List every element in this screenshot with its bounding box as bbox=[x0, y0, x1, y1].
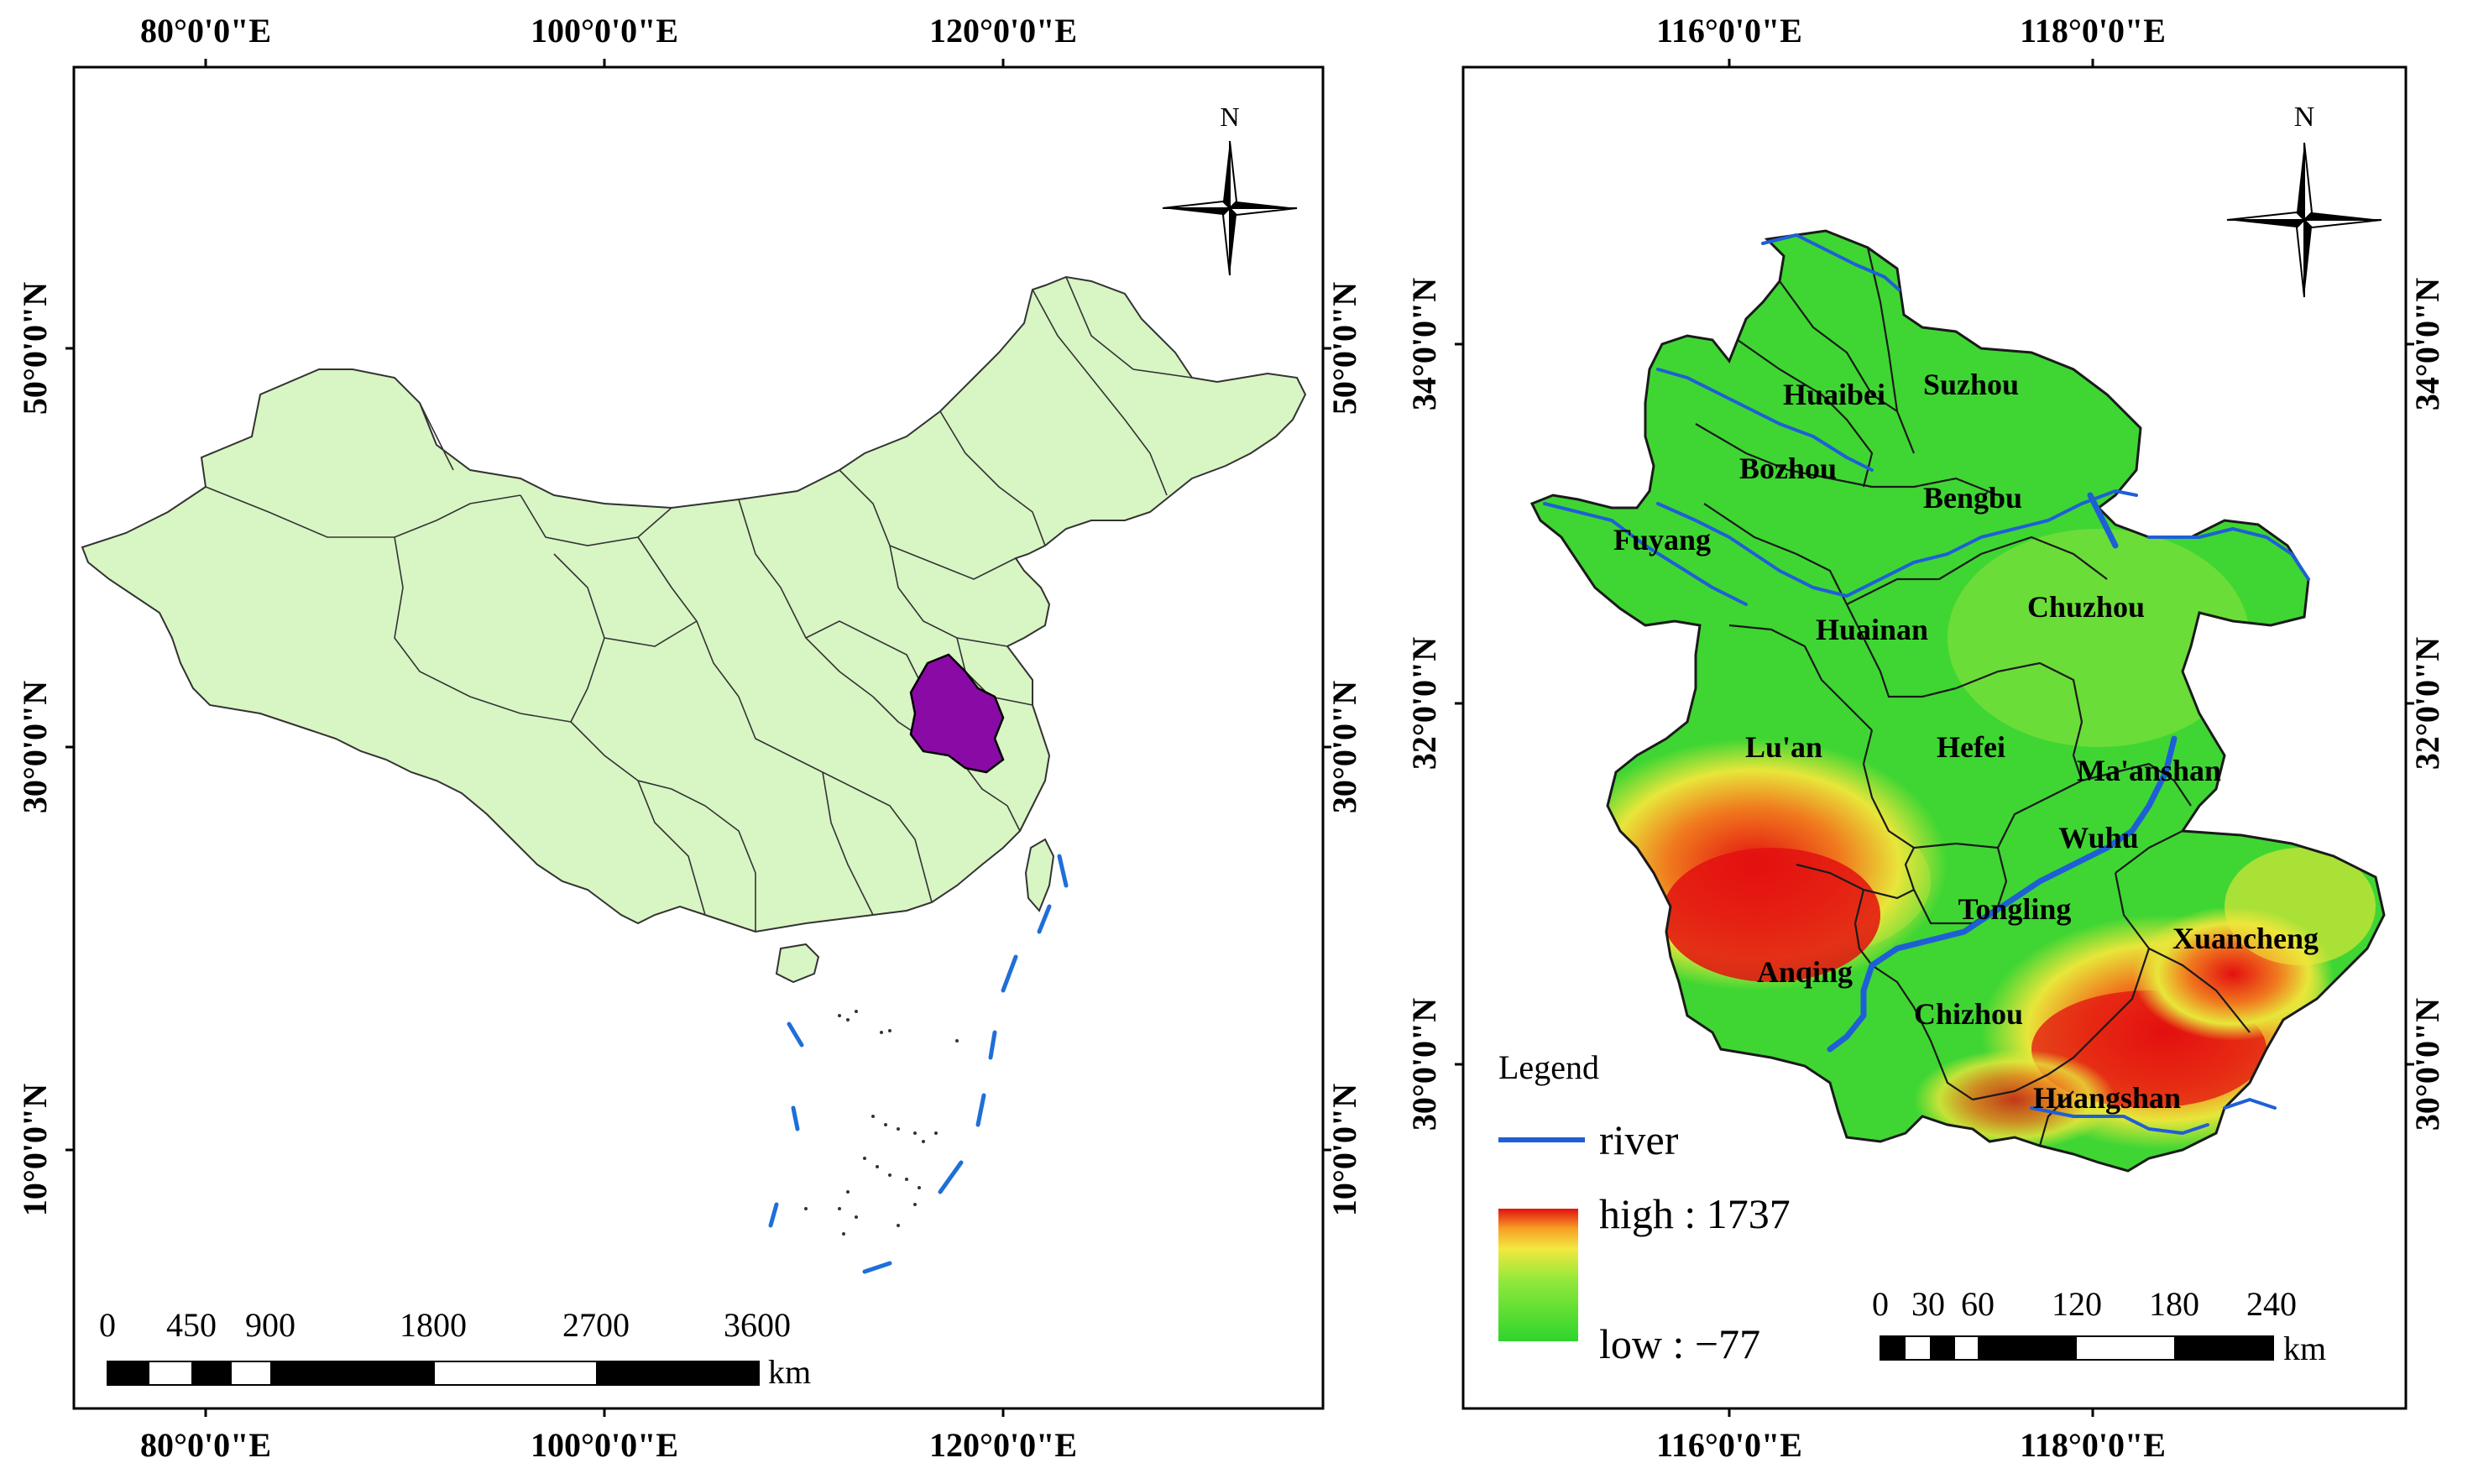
left-lat-tick-3: 10°0'0"N bbox=[16, 1084, 54, 1216]
legend-title: Legend bbox=[1498, 1048, 1599, 1086]
city-label-suzhou: Suzhou bbox=[1923, 368, 2019, 401]
legend-elevation-ramp bbox=[1498, 1209, 1578, 1341]
hainan-island bbox=[775, 943, 820, 984]
anhui-province-highlight bbox=[909, 653, 1005, 774]
city-label-xuancheng: Xuancheng bbox=[2172, 922, 2319, 955]
city-labels: Suzhou Huaibei Bozhou Bengbu Fuyang Chuz… bbox=[1613, 368, 2319, 1115]
left-top-lon-tick-1: 80°0'0"E bbox=[140, 12, 271, 50]
right-bottom-lon-ticks: 116°0'0"E 118°0'0"E bbox=[1656, 1408, 2166, 1464]
right-bottom-lon-tick-1: 116°0'0"E bbox=[1656, 1426, 1802, 1464]
legend-low-label: low : −77 bbox=[1599, 1320, 1760, 1367]
left-bottom-lon-tick-2: 100°0'0"E bbox=[531, 1426, 678, 1464]
right-scale-label-1: 30 bbox=[1911, 1285, 1945, 1323]
city-label-anqing: Anqing bbox=[1757, 955, 1853, 989]
right-scale-label-0: 0 bbox=[1872, 1285, 1889, 1323]
right-top-lon-ticks: 116°0'0"E 118°0'0"E bbox=[1656, 12, 2166, 67]
left-panel-frame bbox=[72, 65, 1325, 1410]
left-right-lat-tick-2: 30°0'0"N bbox=[1325, 681, 1363, 813]
right-right-lat-ticks: 34°0'0"N 32°0'0"N 30°0'0"N bbox=[2406, 278, 2446, 1131]
right-right-lat-tick-1: 34°0'0"N bbox=[2408, 278, 2446, 410]
left-scale-label-3: 1800 bbox=[400, 1306, 467, 1344]
left-bottom-lon-ticks: 80°0'0"E 100°0'0"E 120°0'0"E bbox=[140, 1408, 1077, 1464]
city-label-huainan: Huainan bbox=[1816, 613, 1928, 646]
city-label-maanshan: Ma'anshan bbox=[2077, 754, 2221, 787]
left-scale-label-5: 3600 bbox=[724, 1306, 791, 1344]
city-label-luan: Lu'an bbox=[1745, 730, 1822, 764]
right-panel: 116°0'0"E 118°0'0"E 116°0'0"E 118°0'0"E … bbox=[1405, 12, 2446, 1464]
right-right-lat-tick-3: 30°0'0"N bbox=[2408, 998, 2446, 1131]
right-left-lat-ticks: 34°0'0"N 32°0'0"N 30°0'0"N bbox=[1405, 278, 1463, 1131]
south-sea-islands bbox=[804, 1010, 959, 1236]
right-top-lon-tick-1: 116°0'0"E bbox=[1656, 12, 1802, 50]
city-label-chizhou: Chizhou bbox=[1914, 997, 2023, 1031]
right-panel-frame bbox=[1461, 65, 2408, 1410]
right-left-lat-tick-3: 30°0'0"N bbox=[1405, 998, 1443, 1131]
right-right-lat-tick-2: 32°0'0"N bbox=[2408, 637, 2446, 770]
left-scale-label-0: 0 bbox=[99, 1306, 116, 1344]
city-label-huangshan: Huangshan bbox=[2033, 1081, 2181, 1115]
left-top-lon-tick-3: 120°0'0"E bbox=[929, 12, 1077, 50]
city-label-huaibei: Huaibei bbox=[1783, 378, 1885, 411]
nine-dash-line bbox=[768, 854, 1069, 1274]
city-label-wuhu: Wuhu bbox=[2058, 821, 2138, 854]
left-right-lat-ticks: 50°0'0"N 30°0'0"N 10°0'0"N bbox=[1323, 282, 1363, 1216]
left-left-lat-ticks: 50°0'0"N 30°0'0"N 10°0'0"N bbox=[16, 282, 74, 1216]
left-lat-tick-2: 30°0'0"N bbox=[16, 681, 54, 813]
right-top-lon-tick-2: 118°0'0"E bbox=[2020, 12, 2166, 50]
right-left-lat-tick-2: 32°0'0"N bbox=[1405, 637, 1443, 770]
city-label-bengbu: Bengbu bbox=[1923, 481, 2022, 515]
left-bottom-lon-tick-3: 120°0'0"E bbox=[929, 1426, 1077, 1464]
right-scale-label-2: 60 bbox=[1961, 1285, 1995, 1323]
right-scale-bar: 0 30 60 120 180 240 km bbox=[1872, 1285, 2326, 1367]
left-scale-label-4: 2700 bbox=[562, 1306, 630, 1344]
left-top-lon-ticks: 80°0'0"E 100°0'0"E 120°0'0"E bbox=[140, 12, 1077, 67]
left-north-label: N bbox=[1220, 102, 1239, 132]
left-scale-bar: 0 450 900 1800 2700 3600 km bbox=[99, 1306, 811, 1391]
anhui-elevation-map bbox=[1532, 231, 2384, 1171]
left-top-lon-tick-2: 100°0'0"E bbox=[531, 12, 678, 50]
left-bottom-lon-tick-1: 80°0'0"E bbox=[140, 1426, 271, 1464]
left-scale-label-1: 450 bbox=[166, 1306, 217, 1344]
right-scale-label-5: 240 bbox=[2246, 1285, 2297, 1323]
left-lat-tick-1: 50°0'0"N bbox=[16, 282, 54, 415]
left-north-arrow-icon bbox=[1162, 140, 1298, 276]
left-right-lat-tick-1: 50°0'0"N bbox=[1325, 282, 1363, 415]
city-boundaries bbox=[1695, 247, 2251, 1147]
left-right-lat-tick-3: 10°0'0"N bbox=[1325, 1084, 1363, 1216]
left-scale-unit: km bbox=[768, 1353, 811, 1391]
legend: Legend river high : 1737 low : −77 bbox=[1498, 1048, 1791, 1367]
right-bottom-lon-tick-2: 118°0'0"E bbox=[2020, 1426, 2166, 1464]
legend-river-label: river bbox=[1599, 1116, 1679, 1163]
city-label-tongling: Tongling bbox=[1958, 892, 2072, 926]
rivers bbox=[1543, 233, 2310, 1135]
legend-high-label: high : 1737 bbox=[1599, 1190, 1791, 1237]
left-scale-label-2: 900 bbox=[245, 1306, 295, 1344]
right-north-arrow-icon bbox=[2226, 142, 2382, 298]
left-panel: 80°0'0"E 100°0'0"E 120°0'0"E 80°0'0"E 10… bbox=[16, 12, 1363, 1464]
right-left-lat-tick-1: 34°0'0"N bbox=[1405, 278, 1443, 410]
right-north-label: N bbox=[2294, 102, 2315, 133]
china-country-shape bbox=[81, 275, 1307, 933]
city-label-chuzhou: Chuzhou bbox=[2027, 590, 2145, 624]
right-scale-label-3: 120 bbox=[2052, 1285, 2102, 1323]
city-label-fuyang: Fuyang bbox=[1613, 523, 1711, 556]
right-scale-unit: km bbox=[2283, 1330, 2326, 1367]
right-scale-label-4: 180 bbox=[2149, 1285, 2199, 1323]
city-label-hefei: Hefei bbox=[1937, 730, 2005, 764]
taiwan-island bbox=[1024, 838, 1055, 912]
city-label-bozhou: Bozhou bbox=[1739, 452, 1837, 485]
